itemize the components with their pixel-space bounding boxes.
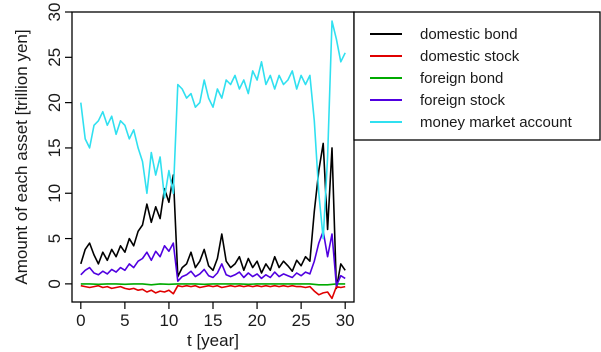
series-line-4 [80,20,346,240]
series-line-1 [80,284,346,300]
legend: domestic bond domestic stock foreign bond f… [353,11,601,141]
x-tick-label: 0 [76,311,85,330]
x-tick-label: 20 [248,311,267,330]
series-line-0 [80,142,346,290]
y-tick-label: 15 [45,138,64,157]
x-tick-label: 15 [204,311,223,330]
legend-box [353,11,601,141]
y-axis: 0 5 10 15 20 25 30 [45,3,72,289]
x-tick-label: 30 [336,311,355,330]
y-tick-label: 10 [45,184,64,203]
series-layer [80,20,346,300]
x-axis-label: t [year] [187,331,239,350]
legend-label-1: domestic stock [420,48,520,65]
series-line-2 [80,283,346,286]
y-tick-label: 5 [45,234,64,243]
x-tick-label: 5 [120,311,129,330]
y-tick-label: 25 [45,48,64,67]
y-axis-label: Amount of each asset [trillion yen] [12,29,31,284]
y-tick-label: 0 [45,279,64,288]
legend-label-3: foreign stock [420,92,506,109]
x-tick-label: 25 [292,311,311,330]
plot-frame [71,11,355,303]
x-axis: 0 5 10 15 20 25 30 [76,302,355,330]
x-tick-label: 10 [159,311,178,330]
series-line-3 [80,230,346,287]
legend-label-2: foreign bond [420,70,503,87]
legend-label-4: money market account [420,114,573,131]
y-tick-label: 30 [45,3,64,22]
legend-label-0: domestic bond [420,26,518,43]
y-tick-label: 20 [45,93,64,112]
